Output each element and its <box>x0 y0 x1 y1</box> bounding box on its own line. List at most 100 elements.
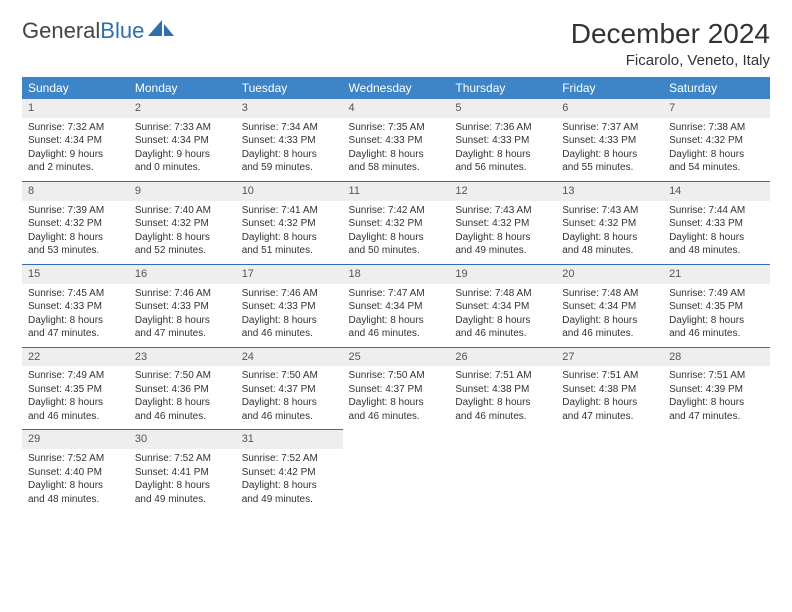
calendar-cell: 31Sunrise: 7:52 AMSunset: 4:42 PMDayligh… <box>236 429 343 512</box>
day-number: 23 <box>129 347 236 367</box>
day-body: Sunrise: 7:39 AMSunset: 4:32 PMDaylight:… <box>22 201 129 264</box>
day-number: 5 <box>449 99 556 118</box>
calendar-cell: .. <box>663 429 770 512</box>
day-body: Sunrise: 7:49 AMSunset: 4:35 PMDaylight:… <box>663 284 770 347</box>
day-number: 13 <box>556 181 663 201</box>
day-number: 6 <box>556 99 663 118</box>
title-block: December 2024 Ficarolo, Veneto, Italy <box>571 18 770 69</box>
day-body: Sunrise: 7:43 AMSunset: 4:32 PMDaylight:… <box>556 201 663 264</box>
day-body: Sunrise: 7:34 AMSunset: 4:33 PMDaylight:… <box>236 118 343 181</box>
day-body: Sunrise: 7:51 AMSunset: 4:39 PMDaylight:… <box>663 366 770 429</box>
day-number: 18 <box>343 264 450 284</box>
day-number: 28 <box>663 347 770 367</box>
day-number: 20 <box>556 264 663 284</box>
col-tuesday: Tuesday <box>236 77 343 99</box>
calendar-cell: 17Sunrise: 7:46 AMSunset: 4:33 PMDayligh… <box>236 264 343 347</box>
day-number: 7 <box>663 99 770 118</box>
calendar-cell: .. <box>343 429 450 512</box>
day-body: Sunrise: 7:48 AMSunset: 4:34 PMDaylight:… <box>449 284 556 347</box>
calendar-table: Sunday Monday Tuesday Wednesday Thursday… <box>22 77 770 512</box>
calendar-cell: 2Sunrise: 7:33 AMSunset: 4:34 PMDaylight… <box>129 99 236 181</box>
day-body: Sunrise: 7:52 AMSunset: 4:42 PMDaylight:… <box>236 449 343 512</box>
day-body: Sunrise: 7:46 AMSunset: 4:33 PMDaylight:… <box>129 284 236 347</box>
col-saturday: Saturday <box>663 77 770 99</box>
day-body: Sunrise: 7:52 AMSunset: 4:40 PMDaylight:… <box>22 449 129 512</box>
calendar-cell: 3Sunrise: 7:34 AMSunset: 4:33 PMDaylight… <box>236 99 343 181</box>
day-number: 11 <box>343 181 450 201</box>
day-number: 15 <box>22 264 129 284</box>
calendar-cell: 11Sunrise: 7:42 AMSunset: 4:32 PMDayligh… <box>343 181 450 264</box>
calendar-row: 8Sunrise: 7:39 AMSunset: 4:32 PMDaylight… <box>22 181 770 264</box>
calendar-cell: .. <box>449 429 556 512</box>
logo-sail-icon <box>148 18 174 44</box>
day-number: 16 <box>129 264 236 284</box>
day-body: Sunrise: 7:51 AMSunset: 4:38 PMDaylight:… <box>556 366 663 429</box>
day-number: 25 <box>343 347 450 367</box>
calendar-cell: 9Sunrise: 7:40 AMSunset: 4:32 PMDaylight… <box>129 181 236 264</box>
day-body: Sunrise: 7:35 AMSunset: 4:33 PMDaylight:… <box>343 118 450 181</box>
day-number: 19 <box>449 264 556 284</box>
calendar-row: 1Sunrise: 7:32 AMSunset: 4:34 PMDaylight… <box>22 99 770 181</box>
calendar-cell: 19Sunrise: 7:48 AMSunset: 4:34 PMDayligh… <box>449 264 556 347</box>
day-body: Sunrise: 7:37 AMSunset: 4:33 PMDaylight:… <box>556 118 663 181</box>
calendar-cell: 7Sunrise: 7:38 AMSunset: 4:32 PMDaylight… <box>663 99 770 181</box>
day-number: 31 <box>236 429 343 449</box>
day-number: 30 <box>129 429 236 449</box>
calendar-cell: 28Sunrise: 7:51 AMSunset: 4:39 PMDayligh… <box>663 347 770 430</box>
col-sunday: Sunday <box>22 77 129 99</box>
day-number: 12 <box>449 181 556 201</box>
day-body: Sunrise: 7:42 AMSunset: 4:32 PMDaylight:… <box>343 201 450 264</box>
calendar-cell: 6Sunrise: 7:37 AMSunset: 4:33 PMDaylight… <box>556 99 663 181</box>
day-number: 29 <box>22 429 129 449</box>
day-body: Sunrise: 7:50 AMSunset: 4:37 PMDaylight:… <box>236 366 343 429</box>
day-number: 27 <box>556 347 663 367</box>
day-body: Sunrise: 7:33 AMSunset: 4:34 PMDaylight:… <box>129 118 236 181</box>
calendar-row: 15Sunrise: 7:45 AMSunset: 4:33 PMDayligh… <box>22 264 770 347</box>
day-body: Sunrise: 7:51 AMSunset: 4:38 PMDaylight:… <box>449 366 556 429</box>
calendar-cell: 1Sunrise: 7:32 AMSunset: 4:34 PMDaylight… <box>22 99 129 181</box>
calendar-cell: 22Sunrise: 7:49 AMSunset: 4:35 PMDayligh… <box>22 347 129 430</box>
day-number: 9 <box>129 181 236 201</box>
day-body: Sunrise: 7:41 AMSunset: 4:32 PMDaylight:… <box>236 201 343 264</box>
calendar-cell: 8Sunrise: 7:39 AMSunset: 4:32 PMDaylight… <box>22 181 129 264</box>
col-wednesday: Wednesday <box>343 77 450 99</box>
month-title: December 2024 <box>571 18 770 50</box>
calendar-cell: 16Sunrise: 7:46 AMSunset: 4:33 PMDayligh… <box>129 264 236 347</box>
calendar-cell: 27Sunrise: 7:51 AMSunset: 4:38 PMDayligh… <box>556 347 663 430</box>
calendar-cell: 18Sunrise: 7:47 AMSunset: 4:34 PMDayligh… <box>343 264 450 347</box>
calendar-cell: 12Sunrise: 7:43 AMSunset: 4:32 PMDayligh… <box>449 181 556 264</box>
logo-text-1: General <box>22 18 100 44</box>
calendar-cell: 21Sunrise: 7:49 AMSunset: 4:35 PMDayligh… <box>663 264 770 347</box>
weekday-header-row: Sunday Monday Tuesday Wednesday Thursday… <box>22 77 770 99</box>
calendar-cell: 4Sunrise: 7:35 AMSunset: 4:33 PMDaylight… <box>343 99 450 181</box>
col-thursday: Thursday <box>449 77 556 99</box>
day-number: 3 <box>236 99 343 118</box>
day-number: 22 <box>22 347 129 367</box>
day-body: Sunrise: 7:45 AMSunset: 4:33 PMDaylight:… <box>22 284 129 347</box>
day-body: Sunrise: 7:50 AMSunset: 4:37 PMDaylight:… <box>343 366 450 429</box>
calendar-cell: 23Sunrise: 7:50 AMSunset: 4:36 PMDayligh… <box>129 347 236 430</box>
day-body: Sunrise: 7:44 AMSunset: 4:33 PMDaylight:… <box>663 201 770 264</box>
logo-text-2: Blue <box>100 18 144 44</box>
calendar-row: 29Sunrise: 7:52 AMSunset: 4:40 PMDayligh… <box>22 429 770 512</box>
calendar-cell: 20Sunrise: 7:48 AMSunset: 4:34 PMDayligh… <box>556 264 663 347</box>
calendar-cell: 14Sunrise: 7:44 AMSunset: 4:33 PMDayligh… <box>663 181 770 264</box>
day-number: 24 <box>236 347 343 367</box>
day-body: Sunrise: 7:52 AMSunset: 4:41 PMDaylight:… <box>129 449 236 512</box>
logo: GeneralBlue <box>22 18 174 44</box>
calendar-cell: 10Sunrise: 7:41 AMSunset: 4:32 PMDayligh… <box>236 181 343 264</box>
day-number: 8 <box>22 181 129 201</box>
day-number: 14 <box>663 181 770 201</box>
day-body: Sunrise: 7:46 AMSunset: 4:33 PMDaylight:… <box>236 284 343 347</box>
day-body: Sunrise: 7:36 AMSunset: 4:33 PMDaylight:… <box>449 118 556 181</box>
day-number: 2 <box>129 99 236 118</box>
calendar-cell: 25Sunrise: 7:50 AMSunset: 4:37 PMDayligh… <box>343 347 450 430</box>
calendar-cell: 24Sunrise: 7:50 AMSunset: 4:37 PMDayligh… <box>236 347 343 430</box>
day-body: Sunrise: 7:49 AMSunset: 4:35 PMDaylight:… <box>22 366 129 429</box>
calendar-cell: 15Sunrise: 7:45 AMSunset: 4:33 PMDayligh… <box>22 264 129 347</box>
day-number: 10 <box>236 181 343 201</box>
day-body: Sunrise: 7:32 AMSunset: 4:34 PMDaylight:… <box>22 118 129 181</box>
day-number: 4 <box>343 99 450 118</box>
location: Ficarolo, Veneto, Italy <box>571 52 770 69</box>
day-number: 21 <box>663 264 770 284</box>
